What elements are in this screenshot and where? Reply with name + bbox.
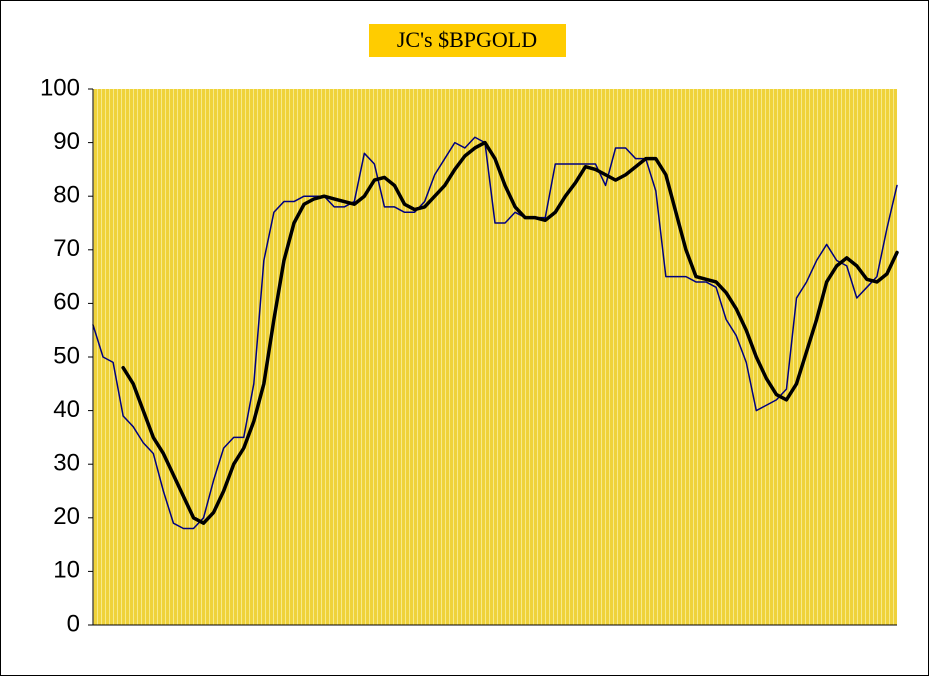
series-line (92, 136, 898, 530)
chart-title: JC's $BPGOLD (397, 27, 537, 52)
title-box (369, 24, 566, 57)
y-tick-label: 0 (67, 610, 80, 637)
y-tick-label: 80 (53, 182, 80, 209)
y-tick-label: 40 (53, 396, 80, 423)
series-line (121, 140, 899, 525)
y-tick-label: 50 (53, 342, 80, 369)
y-tick-label: 100 (40, 74, 80, 101)
y-tick-label: 90 (53, 128, 80, 155)
y-tick-label: 30 (53, 450, 80, 477)
plot-area (93, 89, 897, 625)
y-tick-label: 20 (53, 503, 80, 530)
y-tick-label: 10 (53, 557, 80, 584)
y-tick-label: 70 (53, 235, 80, 262)
y-tick-label: 60 (53, 289, 80, 316)
